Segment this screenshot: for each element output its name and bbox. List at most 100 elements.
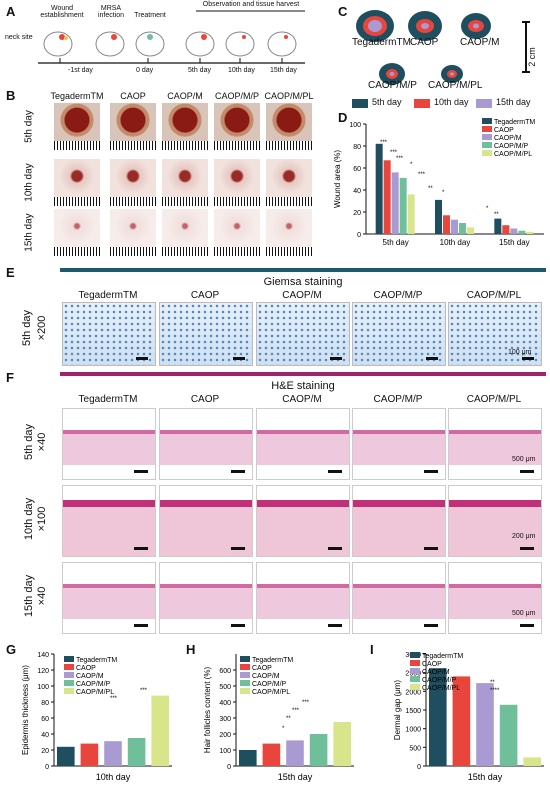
f-mag-label-0: ×40 [36,432,48,452]
b-ruler [162,197,208,206]
b-row-label-0: 5th day [23,110,35,143]
bar-caop-m-15th-day [510,228,518,234]
y-tick-label: 100 [349,122,361,129]
chart-i-dermal-gap: 050010001500200025003000Dermal gap (μm)1… [393,652,544,782]
f-micrograph-caop-0 [159,408,253,480]
b-photo-tegadermtm-day1 [54,159,100,197]
e-col-label-tegadermtm: TegadermTM [78,290,138,301]
y-tick-label: 600 [219,668,231,675]
significance-marker: *** [302,700,310,706]
f-scale-bar [134,624,148,627]
panel-label-i: I [370,642,374,657]
bar-caop-m-p [127,738,146,766]
significance-marker: *** [380,140,388,146]
f-micrograph-tegadermtm-2 [62,562,156,634]
significance-marker: *** [140,688,148,694]
step-wound: Wound establishment [40,5,84,19]
timeline-day-10: 10th day [228,67,255,74]
bar-caop [452,676,471,766]
bar-tegadermtm-5th-day [375,143,383,234]
panel-c-wound-tracings [356,10,530,85]
e-scale-bar [426,357,438,360]
significance-marker: ** [490,680,495,686]
legend-label-caop-m: CAOP/M [252,673,280,680]
f-scale-bar [328,624,342,627]
y-axis-label: Wound area (%) [333,150,342,208]
legend-swatch-tegadermtm [240,656,250,662]
b-photo-tegadermtm-day0 [54,103,100,141]
bar-tegadermtm-15th-day [494,218,502,234]
y-tick-label: 1000 [405,727,421,734]
e-scale-bar [522,357,534,360]
bar-caop-m-5th-day [391,172,399,234]
panel-label-b: B [6,88,16,103]
f-col-label-caop-m-pl: CAOP/M/PL [466,394,522,405]
b-col-label-caop-m-pl: CAOP/M/PL [264,91,314,101]
panel-label-g: G [6,642,17,657]
f-col-label-caop-m-p: CAOP/M/P [373,394,423,405]
legend-label-caop-m: CAOP/M [422,669,450,676]
b-ruler [54,247,100,256]
y-tick-label: 500 [219,684,231,691]
significance-marker: * [282,726,285,732]
bar-caop-m-10th-day [451,219,458,234]
e-micrograph-caop-m [256,302,350,366]
legend-swatch-caop [240,664,250,670]
x-axis-label: 15th day [468,772,503,782]
e-micrograph-tegadermtm [62,302,156,366]
legend-label-tegadermtm: TegadermTM [422,653,463,660]
x-tick-label: 10th day [440,238,471,247]
legend-swatch-caop-m [482,134,492,140]
bar-caop-m-pl [523,757,541,766]
legend-label-caop: CAOP [494,127,514,134]
y-axis-label: Hair follicles content (%) [203,667,212,754]
f-scale-bar [520,547,534,550]
f-micrograph-caop-m-0 [256,408,350,480]
scale-2cm-label: 2 cm [526,47,537,67]
f-row-label-1: 10th day [23,497,35,541]
e-scale-label: 100 μm [508,349,532,356]
significance-marker: * [486,206,489,212]
x-tick-label: 15th day [499,238,530,247]
c-label-caop-m-pl: CAOP/M/PL [428,80,483,91]
significance-marker: *** [418,172,426,178]
bar-caop-m-p-10th-day [459,223,466,234]
f-scale-bar [424,624,438,627]
f-scale-bar [231,624,245,627]
legend-label-caop-m-p: CAOP/M/P [422,677,457,684]
legend-swatch-caop-m [64,672,74,678]
f-scale-bar [520,470,534,473]
legend-label-tegadermtm: TegadermTM [252,657,293,664]
b-ruler [54,197,100,206]
f-micrograph-caop-m-pl-1 [448,485,542,557]
significance-marker: *** [110,696,118,702]
legend-swatch-tegadermtm [482,118,492,124]
b-ruler [54,141,100,150]
e-row-label: 5th day [21,309,33,347]
b-ruler [110,197,156,206]
legend-swatch-tegadermtm [64,656,74,662]
wound-trace-caop-m-p [379,63,405,85]
b-row-label-2: 15th day [23,213,35,252]
f-micrograph-caop-m-p-2 [352,562,446,634]
significance-marker: ** [286,716,291,722]
step-observation: Observation and tissue harvest [202,1,300,8]
b-photo-caop-day0 [110,103,156,141]
bar-caop-15th-day [502,225,510,234]
significance-marker: ** [494,212,499,218]
mouse-illustrations [43,31,297,57]
y-tick-label: 20 [353,210,361,217]
f-mag-label-2: ×40 [36,586,48,606]
bar-tegadermtm [57,746,75,766]
f-scale-bar [424,547,438,550]
y-tick-label: 80 [353,144,361,151]
b-col-label-caop: CAOP [120,91,146,101]
legend-label-caop-m-p: CAOP/M/P [76,681,111,688]
f-scale-bar [231,470,245,473]
bar-caop-m-pl-15th-day [526,231,534,234]
b-photo-caop-m-pl-day2 [266,209,312,247]
c-legend-label-1: 10th day [434,97,469,107]
significance-marker: *** [390,150,398,156]
c-legend-swatch-0 [352,99,368,108]
he-title-bar [60,372,546,376]
